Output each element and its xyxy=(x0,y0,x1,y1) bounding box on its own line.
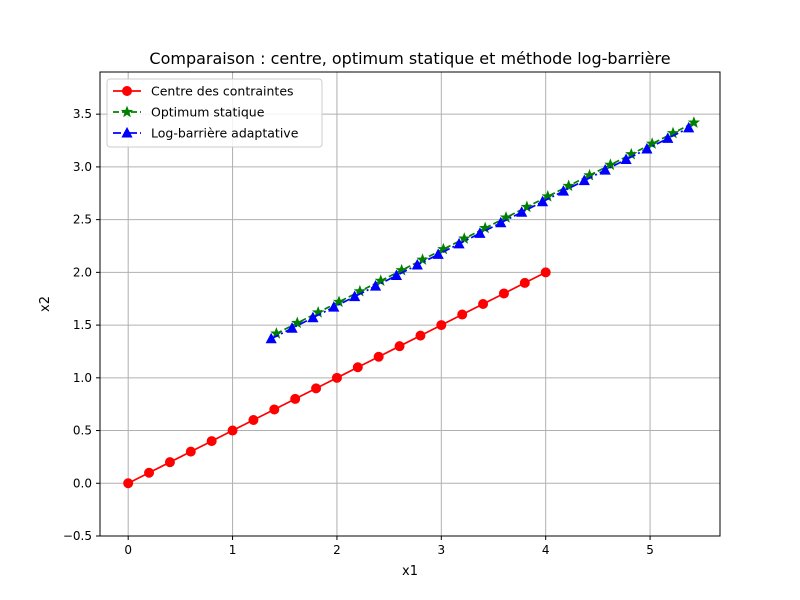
data-point xyxy=(164,457,175,468)
legend-entry: Optimum statique xyxy=(113,105,265,120)
data-point xyxy=(516,206,528,217)
y-tick-label: 2.5 xyxy=(73,213,92,227)
legend-box xyxy=(106,78,323,148)
plot-background xyxy=(100,72,720,536)
legend-label: Log-barrière adaptative xyxy=(151,126,299,141)
data-point xyxy=(227,425,238,436)
legend-entry: Log-barrière adaptative xyxy=(113,126,299,141)
data-point xyxy=(474,227,486,238)
y-tick-label: 1.0 xyxy=(73,371,92,385)
x-tick-label: 0 xyxy=(124,543,132,557)
data-point xyxy=(269,404,280,415)
data-point xyxy=(432,248,444,259)
data-point xyxy=(453,237,465,249)
data-point xyxy=(641,142,653,154)
y-tick-label: 0.5 xyxy=(73,424,92,438)
x-tick-label: 3 xyxy=(437,543,445,557)
data-point xyxy=(620,153,632,165)
data-point xyxy=(536,195,549,207)
data-point xyxy=(394,341,405,352)
y-tick-label: 0.0 xyxy=(73,476,92,490)
data-point xyxy=(349,290,361,302)
legend-marker xyxy=(122,86,132,96)
data-point xyxy=(416,253,429,265)
data-point xyxy=(457,309,468,320)
data-point xyxy=(478,299,489,309)
data-point xyxy=(307,311,319,323)
series-3 xyxy=(265,121,695,344)
x-axis-label: x1 xyxy=(402,564,418,579)
y-tick-label: 1.5 xyxy=(73,318,92,332)
data-point xyxy=(185,446,196,457)
data-point xyxy=(206,436,217,447)
data-point xyxy=(311,383,322,394)
data-point xyxy=(436,320,447,331)
data-point xyxy=(265,332,277,344)
plot-area: 0 1 2 3 4 5 −0.5 0.0 0.5 1.0 1.5 2.0 2.5 3.0 3.5 xyxy=(63,71,721,557)
data-point xyxy=(144,467,155,478)
series-layer xyxy=(123,116,701,489)
y-axis-label: x2 xyxy=(38,296,53,312)
data-point xyxy=(286,322,298,333)
data-point xyxy=(520,200,534,213)
data-point xyxy=(328,301,340,312)
x-tick-label: 2 xyxy=(333,543,341,557)
data-point xyxy=(415,330,426,341)
data-point xyxy=(599,164,611,175)
data-point xyxy=(458,232,471,244)
series-1 xyxy=(123,267,551,489)
data-point xyxy=(373,351,384,362)
legend-marker xyxy=(121,126,133,138)
x-tick-label: 4 xyxy=(542,543,550,557)
legend-marker xyxy=(120,105,134,118)
legend-entry: Centre des contraintes xyxy=(113,84,294,99)
plot-frame xyxy=(99,71,721,537)
x-tick-label: 5 xyxy=(646,543,654,557)
legend-label: Optimum statique xyxy=(151,105,265,120)
x-axis-ticks: 0 1 2 3 4 5 xyxy=(124,536,654,557)
data-point xyxy=(683,121,695,133)
data-point xyxy=(495,216,507,228)
data-point xyxy=(540,267,551,278)
data-point xyxy=(578,174,590,186)
y-axis-ticks: −0.5 0.0 0.5 1.0 1.5 2.0 2.5 3.0 3.5 xyxy=(63,107,100,543)
data-point xyxy=(331,372,342,383)
data-point xyxy=(248,415,259,425)
chart-title: Comparaison : centre, optimum statique e… xyxy=(149,49,670,68)
data-point xyxy=(123,478,134,489)
legend: Centre des contraintes Optimum statique Lo… xyxy=(106,78,323,148)
data-point xyxy=(390,269,403,281)
data-point xyxy=(498,288,509,299)
data-point xyxy=(290,393,301,404)
y-tick-label: 2.0 xyxy=(73,265,92,279)
data-point xyxy=(479,221,492,234)
data-point xyxy=(687,116,701,128)
data-point xyxy=(369,280,382,291)
data-point xyxy=(557,185,570,196)
data-point xyxy=(519,277,530,288)
series-line xyxy=(270,127,690,340)
legend-label: Centre des contraintes xyxy=(151,84,294,99)
data-point xyxy=(411,258,423,270)
data-point xyxy=(352,362,363,373)
data-point xyxy=(662,132,674,143)
x-tick-label: 1 xyxy=(229,543,237,557)
data-point xyxy=(562,179,575,192)
data-point xyxy=(291,316,304,329)
y-tick-label: 3.0 xyxy=(73,160,92,174)
y-tick-label: −0.5 xyxy=(63,529,92,543)
y-tick-label: 3.5 xyxy=(73,107,92,121)
